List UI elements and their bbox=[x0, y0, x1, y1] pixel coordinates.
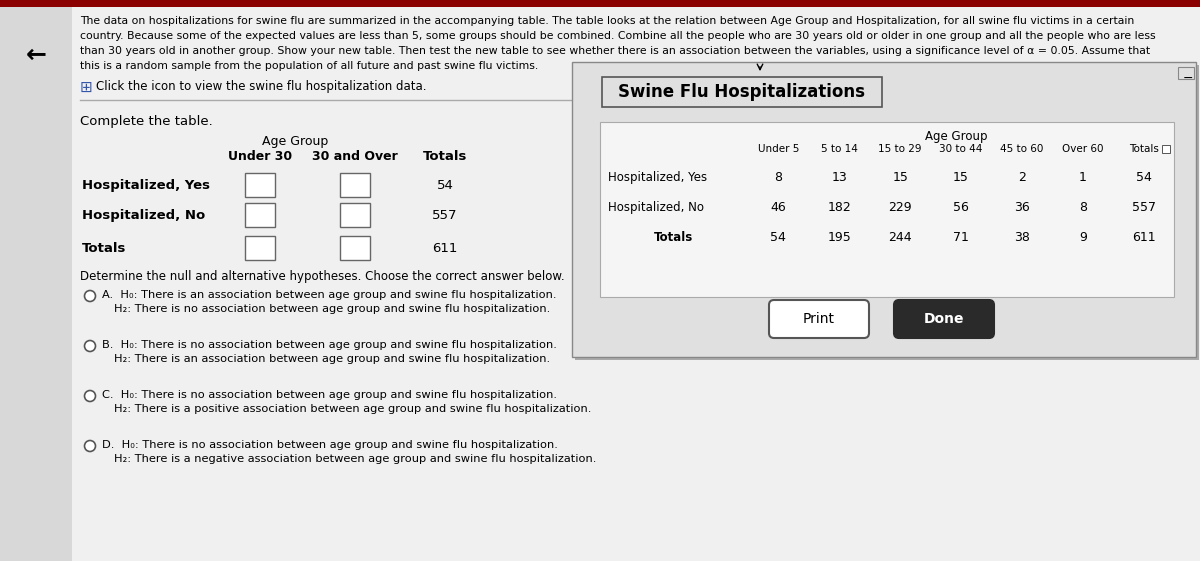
Text: than 30 years old in another group. Show your new table. Then test the new table: than 30 years old in another group. Show… bbox=[80, 46, 1150, 56]
Text: Under 30: Under 30 bbox=[228, 150, 292, 163]
Text: 15: 15 bbox=[953, 171, 968, 183]
Bar bbox=[1162, 145, 1170, 153]
Text: 71: 71 bbox=[953, 231, 968, 243]
Text: C.  H₀: There is no association between age group and swine flu hospitalization.: C. H₀: There is no association between a… bbox=[102, 390, 557, 400]
FancyBboxPatch shape bbox=[894, 300, 994, 338]
Text: H₂: There is an association between age group and swine flu hospitalization.: H₂: There is an association between age … bbox=[114, 354, 550, 364]
Text: Hospitalized, No: Hospitalized, No bbox=[82, 209, 205, 222]
Text: H₂: There is no association between age group and swine flu hospitalization.: H₂: There is no association between age … bbox=[114, 304, 551, 314]
Circle shape bbox=[84, 390, 96, 402]
Text: 56: 56 bbox=[953, 200, 968, 214]
FancyBboxPatch shape bbox=[769, 300, 869, 338]
Text: −: − bbox=[1183, 72, 1193, 85]
Text: 611: 611 bbox=[432, 241, 457, 255]
FancyBboxPatch shape bbox=[572, 62, 1196, 357]
Text: 30 and Over: 30 and Over bbox=[312, 150, 398, 163]
Text: country. Because some of the expected values are less than 5, some groups should: country. Because some of the expected va… bbox=[80, 31, 1156, 41]
Text: this is a random sample from the population of all future and past swine flu vic: this is a random sample from the populat… bbox=[80, 61, 539, 71]
Text: 229: 229 bbox=[888, 200, 912, 214]
Text: 15 to 29: 15 to 29 bbox=[878, 144, 922, 154]
Text: 54: 54 bbox=[770, 231, 786, 243]
Text: 8: 8 bbox=[1079, 200, 1087, 214]
Text: Totals: Totals bbox=[1129, 144, 1158, 154]
Text: 45 to 60: 45 to 60 bbox=[1000, 144, 1044, 154]
Bar bbox=[1178, 67, 1194, 79]
Text: 38: 38 bbox=[1014, 231, 1030, 243]
Bar bbox=[0, 0, 72, 561]
Text: D.  H₀: There is no association between age group and swine flu hospitalization.: D. H₀: There is no association between a… bbox=[102, 440, 558, 450]
Bar bbox=[245, 236, 275, 260]
Text: 9: 9 bbox=[1079, 231, 1087, 243]
Text: 557: 557 bbox=[1132, 200, 1156, 214]
Text: 30 to 44: 30 to 44 bbox=[940, 144, 983, 154]
Bar bbox=[0, 0, 1200, 7]
Text: 8: 8 bbox=[774, 171, 782, 183]
Text: 611: 611 bbox=[1132, 231, 1156, 243]
Text: A.  H₀: There is an association between age group and swine flu hospitalization.: A. H₀: There is an association between a… bbox=[102, 290, 557, 300]
Circle shape bbox=[84, 341, 96, 352]
Text: Complete the table.: Complete the table. bbox=[80, 115, 212, 128]
Text: Over 60: Over 60 bbox=[1062, 144, 1104, 154]
FancyBboxPatch shape bbox=[575, 65, 1199, 360]
Bar bbox=[340, 203, 370, 227]
Text: 557: 557 bbox=[432, 209, 457, 222]
Text: 195: 195 bbox=[828, 231, 851, 243]
Bar bbox=[600, 122, 1174, 297]
Text: 244: 244 bbox=[888, 231, 912, 243]
Text: Swine Flu Hospitalizations: Swine Flu Hospitalizations bbox=[618, 83, 865, 101]
Text: ←: ← bbox=[25, 43, 47, 67]
Text: H₂: There is a positive association between age group and swine flu hospitalizat: H₂: There is a positive association betw… bbox=[114, 404, 592, 414]
Text: Done: Done bbox=[924, 312, 965, 326]
Text: ⊞: ⊞ bbox=[80, 80, 92, 95]
Text: 182: 182 bbox=[828, 200, 851, 214]
Circle shape bbox=[84, 291, 96, 301]
Text: 1: 1 bbox=[1079, 171, 1087, 183]
Text: 5 to 14: 5 to 14 bbox=[821, 144, 858, 154]
Text: Print: Print bbox=[803, 312, 835, 326]
Bar bbox=[245, 203, 275, 227]
Text: Hospitalized, No: Hospitalized, No bbox=[608, 200, 704, 214]
Text: Determine the null and alternative hypotheses. Choose the correct answer below.: Determine the null and alternative hypot… bbox=[80, 270, 565, 283]
Text: 54: 54 bbox=[437, 178, 454, 191]
Text: Age Group: Age Group bbox=[925, 130, 988, 143]
Text: H₂: There is a negative association between age group and swine flu hospitalizat: H₂: There is a negative association betw… bbox=[114, 454, 596, 464]
Text: Age Group: Age Group bbox=[262, 135, 328, 148]
Text: B.  H₀: There is no association between age group and swine flu hospitalization.: B. H₀: There is no association between a… bbox=[102, 340, 557, 350]
Text: 15: 15 bbox=[893, 171, 908, 183]
Bar bbox=[340, 236, 370, 260]
Text: Click the icon to view the swine flu hospitalization data.: Click the icon to view the swine flu hos… bbox=[96, 80, 426, 93]
Bar bbox=[340, 173, 370, 197]
Text: Totals: Totals bbox=[654, 231, 694, 243]
Text: 36: 36 bbox=[1014, 200, 1030, 214]
Text: Totals: Totals bbox=[422, 150, 467, 163]
Bar bbox=[245, 173, 275, 197]
Text: The data on hospitalizations for swine flu are summarized in the accompanying ta: The data on hospitalizations for swine f… bbox=[80, 16, 1134, 26]
Text: Hospitalized, Yes: Hospitalized, Yes bbox=[608, 171, 707, 183]
Text: 46: 46 bbox=[770, 200, 786, 214]
Text: 54: 54 bbox=[1135, 171, 1152, 183]
Circle shape bbox=[84, 440, 96, 452]
Text: Totals: Totals bbox=[82, 241, 126, 255]
Bar bbox=[602, 77, 882, 107]
Text: Hospitalized, Yes: Hospitalized, Yes bbox=[82, 178, 210, 191]
Text: 2: 2 bbox=[1018, 171, 1026, 183]
Text: 13: 13 bbox=[832, 171, 847, 183]
Text: Under 5: Under 5 bbox=[757, 144, 799, 154]
